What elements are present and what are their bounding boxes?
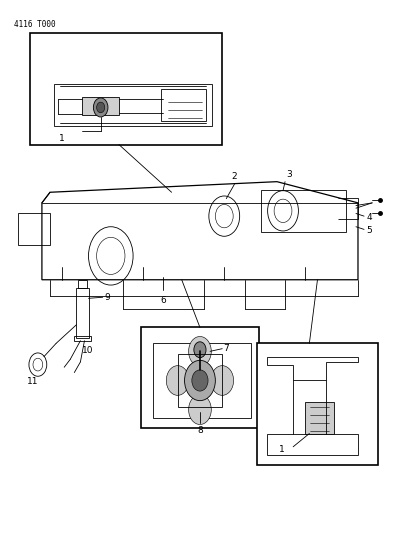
Text: 4116 T000: 4116 T000 <box>13 20 55 29</box>
Text: 2: 2 <box>232 172 237 181</box>
Circle shape <box>194 342 206 358</box>
Circle shape <box>97 102 105 113</box>
Text: 11: 11 <box>27 377 39 386</box>
Circle shape <box>184 360 215 401</box>
Text: 1: 1 <box>59 134 65 143</box>
Text: 6: 6 <box>161 296 166 305</box>
Text: 8: 8 <box>197 425 203 434</box>
Text: 4: 4 <box>366 213 372 222</box>
Text: 7: 7 <box>224 344 229 353</box>
Bar <box>257 343 378 465</box>
Text: 10: 10 <box>82 346 94 355</box>
Circle shape <box>211 366 234 395</box>
Bar <box>141 327 259 428</box>
Text: 1: 1 <box>279 445 285 454</box>
Circle shape <box>188 336 211 366</box>
Circle shape <box>192 370 208 391</box>
Bar <box>30 33 222 144</box>
Circle shape <box>166 366 189 395</box>
Circle shape <box>188 395 211 424</box>
Text: 5: 5 <box>366 226 372 235</box>
Polygon shape <box>82 97 119 115</box>
Circle shape <box>93 98 108 117</box>
Text: 3: 3 <box>286 170 292 179</box>
Polygon shape <box>305 402 334 433</box>
Text: 9: 9 <box>105 293 111 302</box>
